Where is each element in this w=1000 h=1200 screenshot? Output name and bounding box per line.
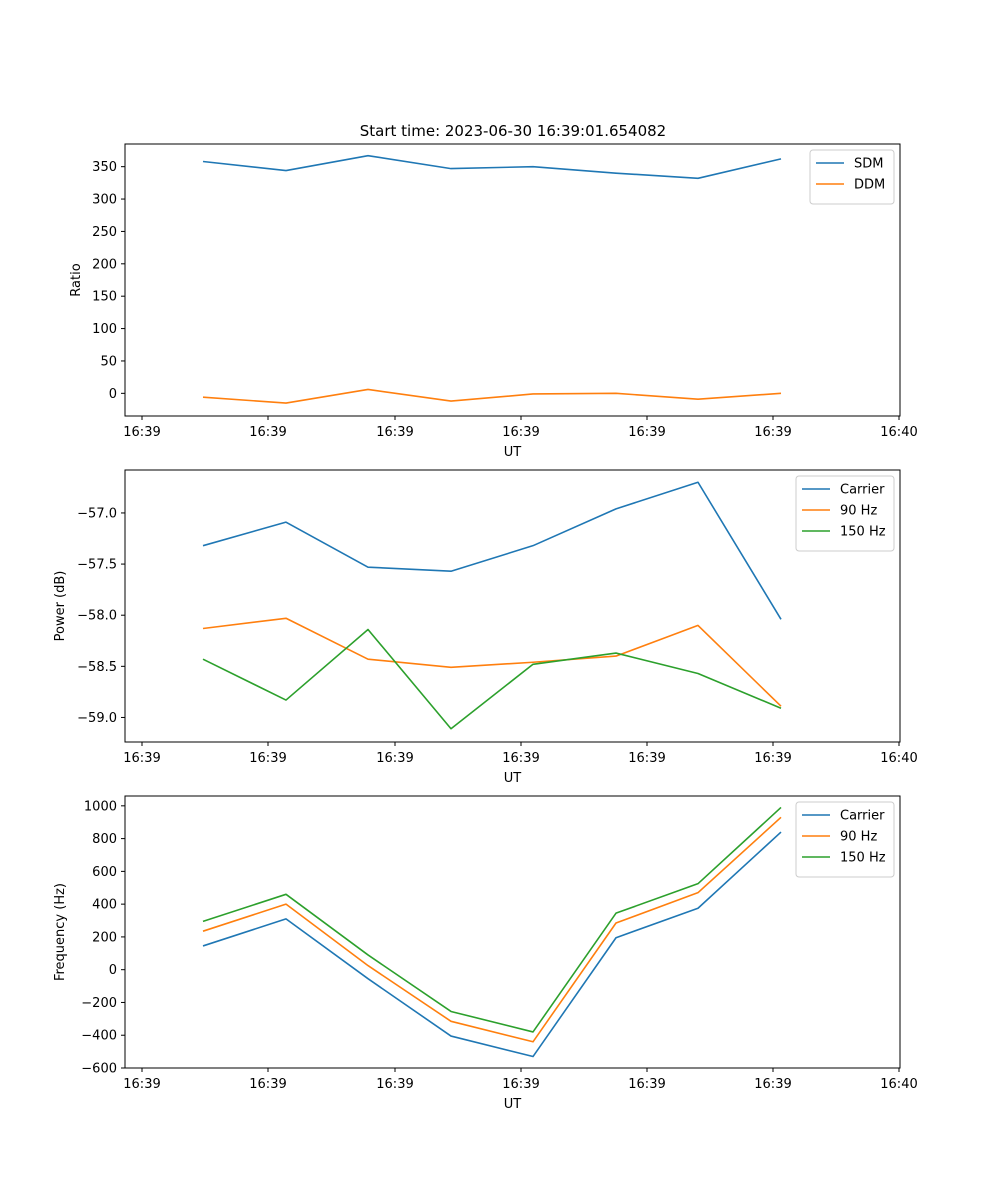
- legend: Carrier 90 Hz 150 Hz: [795, 475, 895, 552]
- legend-box: [795, 475, 895, 552]
- legend-label: 90 Hz: [840, 830, 877, 845]
- y-tick-label: −58.5: [77, 660, 117, 675]
- y-axis-label: Power (dB): [53, 571, 68, 642]
- y-tick-label: 600: [92, 865, 117, 880]
- series-line-sdm: [202, 154, 782, 180]
- plot-frame: [124, 143, 901, 417]
- y-axis-label: Frequency (Hz): [53, 883, 68, 981]
- legend: SDM DDM: [809, 149, 895, 205]
- x-tick-label: 16:39: [249, 425, 286, 440]
- x-tick-label: 16:39: [123, 751, 160, 766]
- legend: Carrier 90 Hz 150 Hz: [795, 801, 895, 878]
- legend-label: Carrier: [840, 809, 885, 824]
- x-tick-label: 16:39: [123, 1077, 160, 1092]
- series-line-90-hz: [202, 617, 782, 707]
- y-tick-label: 100: [92, 322, 117, 337]
- series-line-90-hz: [202, 816, 782, 1043]
- x-tick-label: 16:39: [754, 751, 791, 766]
- x-tick-label: 16:39: [249, 1077, 286, 1092]
- figure-title: Start time: 2023-06-30 16:39:01.654082: [360, 122, 666, 140]
- x-tick-label: 16:40: [880, 751, 917, 766]
- plot-frame: [124, 795, 901, 1069]
- y-tick-label: 200: [92, 930, 117, 945]
- legend-label: Carrier: [840, 483, 885, 498]
- y-tick-label: −58.0: [77, 609, 117, 624]
- y-tick-label: 1000: [84, 799, 117, 814]
- x-axis-label: UT: [504, 1097, 522, 1112]
- legend-label: SDM: [854, 157, 883, 172]
- y-tick-label: −59.0: [77, 711, 117, 726]
- series-line-carrier: [202, 481, 782, 620]
- x-tick-label: 16:39: [123, 425, 160, 440]
- plot-frame: [124, 469, 901, 743]
- y-tick-label: 200: [92, 257, 117, 272]
- x-tick-label: 16:39: [502, 751, 539, 766]
- legend-label: 150 Hz: [840, 525, 886, 540]
- legend-label: DDM: [854, 178, 885, 193]
- x-tick-label: 16:40: [880, 1077, 917, 1092]
- y-tick-label: 250: [92, 225, 117, 240]
- y-axis-label: Ratio: [69, 263, 84, 296]
- legend-label: 150 Hz: [840, 851, 886, 866]
- x-tick-label: 16:39: [754, 425, 791, 440]
- series-line-carrier: [202, 831, 782, 1058]
- y-tick-label: −57.5: [77, 558, 117, 573]
- chart-panel-2: 16:39 16:39 16:39 16:39 16:39 16:39 16:40 UT −57…: [53, 469, 918, 786]
- series-line-150-hz: [202, 628, 782, 730]
- x-tick-label: 16:39: [628, 1077, 665, 1092]
- series-line-150-hz: [202, 806, 782, 1033]
- x-axis-label: UT: [504, 445, 522, 460]
- y-tick-label: 50: [100, 354, 117, 369]
- series-line-ddm: [202, 388, 782, 404]
- x-tick-label: 16:39: [502, 1077, 539, 1092]
- legend-label: 90 Hz: [840, 504, 877, 519]
- legend-box: [795, 801, 895, 878]
- y-tick-label: −200: [81, 996, 117, 1011]
- y-tick-label: 400: [92, 898, 117, 913]
- x-tick-label: 16:39: [376, 1077, 413, 1092]
- x-tick-label: 16:39: [249, 751, 286, 766]
- y-tick-label: 0: [109, 963, 117, 978]
- y-tick-label: 0: [109, 387, 117, 402]
- x-tick-label: 16:40: [880, 425, 917, 440]
- x-axis-label: UT: [504, 771, 522, 786]
- x-tick-label: 16:39: [376, 751, 413, 766]
- y-tick-label: 350: [92, 160, 117, 175]
- y-tick-label: −57.0: [77, 506, 117, 521]
- x-tick-label: 16:39: [628, 425, 665, 440]
- chart-panel-1: 16:39 16:39 16:39 16:39 16:39 16:39 16:40 UT 0 50…: [69, 143, 918, 460]
- y-tick-label: 150: [92, 290, 117, 305]
- x-tick-label: 16:39: [502, 425, 539, 440]
- x-tick-label: 16:39: [754, 1077, 791, 1092]
- y-tick-label: −600: [81, 1062, 117, 1077]
- chart-panel-3: 16:39 16:39 16:39 16:39 16:39 16:39 16:40 UT −60…: [53, 795, 918, 1112]
- x-tick-label: 16:39: [376, 425, 413, 440]
- x-tick-label: 16:39: [628, 751, 665, 766]
- y-tick-label: −400: [81, 1029, 117, 1044]
- y-tick-label: 800: [92, 832, 117, 847]
- y-tick-label: 300: [92, 193, 117, 208]
